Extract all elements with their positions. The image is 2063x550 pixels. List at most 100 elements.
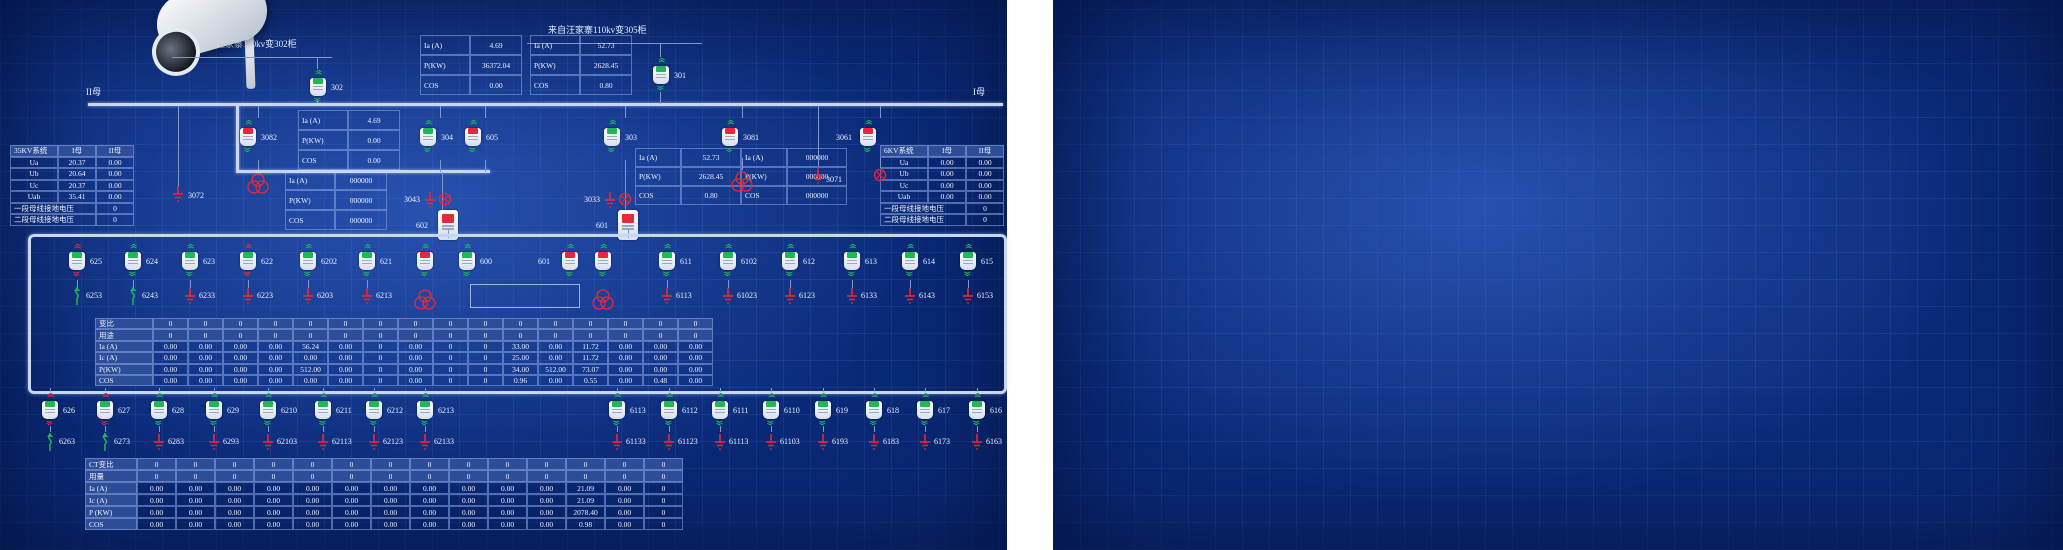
ct-table-value: 0.00	[137, 506, 176, 518]
breaker-629[interactable]: ««	[203, 392, 225, 426]
breaker-6113[interactable]: ««	[606, 392, 628, 426]
label-3072: 3072	[188, 191, 204, 200]
ct-table-value: 0	[644, 482, 683, 494]
breaker-304[interactable]: ««	[417, 119, 439, 153]
mid-table-value: 0.00	[643, 340, 678, 353]
breaker-6102[interactable]: ««	[717, 243, 739, 277]
mid-table-value: 0	[398, 329, 433, 341]
ct-table-value: 0.00	[449, 482, 488, 494]
breaker-626[interactable]: ««	[39, 392, 61, 426]
breaker-label-6111: 6111	[733, 406, 749, 415]
breaker-616[interactable]: ««	[966, 392, 988, 426]
disconnect-label-62133: 62133	[434, 437, 454, 446]
breaker-621[interactable]: ««	[356, 243, 378, 277]
ct-table-value: 0.00	[527, 518, 566, 530]
ct-table-value: 0.00	[176, 482, 215, 494]
disconnect-label-6183: 6183	[883, 437, 899, 446]
meter-table-0-cell: 0.00	[470, 75, 522, 95]
breaker-622[interactable]: ««	[237, 243, 259, 277]
sys35-table-header-cell: 35KV系统	[10, 145, 58, 157]
pt-symbol	[873, 168, 887, 182]
breaker-301[interactable]: ««	[650, 57, 672, 91]
disconnect-6273[interactable]	[99, 432, 111, 452]
meter-table-1-cell: 0.80	[580, 75, 632, 95]
ct-table-value: 0.00	[254, 518, 293, 530]
breaker-303[interactable]: ««	[601, 119, 623, 153]
breaker-600[interactable]: ««	[456, 243, 478, 277]
breaker-601[interactable]: ««	[559, 243, 581, 277]
ct-table-label: CT变比	[85, 458, 137, 470]
breaker-628[interactable]: ««	[148, 392, 170, 426]
breaker-[interactable]	[618, 210, 638, 240]
breaker-unlabeled[interactable]: ««	[414, 243, 436, 277]
breaker-6210[interactable]: ««	[257, 392, 279, 426]
ct-table-value: 0	[410, 470, 449, 482]
ct-table-value: 0	[644, 470, 683, 482]
breaker-label-6113: 6113	[630, 406, 646, 415]
disconnect-6283	[153, 434, 165, 452]
breaker-625[interactable]: ««	[66, 243, 88, 277]
wire	[485, 160, 486, 172]
breaker-6110[interactable]: ««	[760, 392, 782, 426]
mid-table-value: 0.00	[328, 375, 363, 387]
ct-table-value: 0.00	[176, 494, 215, 506]
breaker-label-6112: 6112	[682, 406, 698, 415]
breaker-624[interactable]: ««	[122, 243, 144, 277]
breaker-619[interactable]: ««	[812, 392, 834, 426]
breaker-611[interactable]: ««	[656, 243, 678, 277]
breaker-618[interactable]: ««	[863, 392, 885, 426]
mid-table-row: Ia (A) 0.00 0.00 0.00 0.00 56.24 0.00 0 0.00 0 0 33…	[95, 340, 713, 353]
disconnect-label-6143: 6143	[919, 291, 935, 300]
breaker-label-619: 619	[836, 406, 848, 415]
disconnect-label-61023: 61023	[737, 291, 757, 300]
wire	[214, 388, 215, 392]
breaker-623[interactable]: ««	[179, 243, 201, 277]
breaker-3082[interactable]: ««	[237, 119, 259, 153]
ct-table-row: Ic (A) 0.00 0.00 0.00 0.00 0.00 0.00 0.00 0.00 0.…	[85, 494, 683, 506]
bus-link-outline	[470, 284, 580, 308]
mid-table-value: 0	[503, 318, 538, 330]
disconnect-6243[interactable]	[127, 286, 139, 306]
breaker-605[interactable]: ««	[462, 119, 484, 153]
breaker-614[interactable]: ««	[899, 243, 921, 277]
breaker-3081[interactable]: ««	[719, 119, 741, 153]
breaker-613[interactable]: ««	[841, 243, 863, 277]
breaker-label-6211: 6211	[336, 406, 352, 415]
breaker-unlabeled[interactable]: ««	[592, 243, 614, 277]
breaker-302[interactable]: ««	[308, 68, 329, 104]
meter-table-0-cell: P(KW)	[420, 55, 470, 75]
breaker-6212[interactable]: ««	[363, 392, 385, 426]
breaker-627[interactable]: ««	[94, 392, 116, 426]
ct-table-value: 0	[566, 470, 605, 482]
disconnect-6263[interactable]	[44, 432, 56, 452]
mid-table-value: 73.07	[573, 363, 608, 375]
ct-table-value: 0.00	[605, 506, 644, 518]
mid-table-label: Ia (A)	[95, 340, 153, 353]
mid-table-value: 0	[433, 318, 468, 330]
disconnect-label-62103: 62103	[277, 437, 297, 446]
mid-table-value: 0.55	[573, 375, 608, 387]
ct-table-value: 0	[644, 458, 683, 470]
breaker-6112[interactable]: ««	[658, 392, 680, 426]
breaker-617[interactable]: ««	[914, 392, 936, 426]
wide-meter-table-row: Ia (A) 52.73 Ia (A) 000000	[635, 148, 847, 167]
sys6-table-cell: 0.00	[928, 191, 966, 203]
disconnect-6253[interactable]	[71, 286, 83, 306]
breaker-6211[interactable]: ««	[312, 392, 334, 426]
breaker-6111[interactable]: ««	[709, 392, 731, 426]
breaker-label-628: 628	[172, 406, 184, 415]
breaker-615[interactable]: ««	[957, 243, 979, 277]
ct-table-value: 0.00	[449, 518, 488, 530]
breaker-3061[interactable]: ««	[857, 119, 879, 153]
disconnect-6193	[817, 434, 829, 452]
breaker-[interactable]	[438, 210, 458, 240]
wire	[442, 172, 443, 214]
breaker-612[interactable]: ««	[779, 243, 801, 277]
mid-table-value: 0.00	[258, 375, 293, 387]
mid-table-value: 0.00	[608, 363, 643, 375]
breaker-6202[interactable]: ««	[297, 243, 319, 277]
breaker-6213[interactable]: ««	[414, 392, 436, 426]
mid-table-value: 0	[188, 329, 223, 341]
wire	[823, 426, 824, 432]
mid-table-value: 0	[293, 318, 328, 330]
